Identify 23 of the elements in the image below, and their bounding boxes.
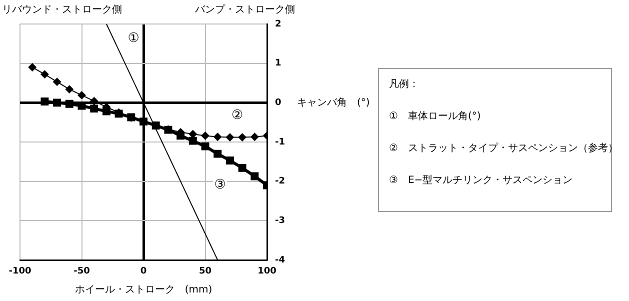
x-tick-label: -50	[74, 266, 90, 277]
y-tick-label: 1	[275, 58, 282, 69]
x-tick-label: 0	[140, 266, 147, 277]
y-tick-label: -2	[275, 176, 285, 187]
text: ③ E−型マルチリンク・サスペンション	[389, 174, 574, 187]
text: ① 車体ロール角(°)	[389, 110, 482, 123]
annotation: ③	[214, 178, 226, 193]
text: ② ストラット・タイプ・サスペンション（参考）	[389, 142, 618, 155]
annotation: ②	[232, 108, 244, 124]
text: バンプ・ストローク側	[194, 4, 295, 16]
y-tick-label: -4	[275, 255, 285, 266]
y-tick-label: 2	[275, 19, 282, 30]
x-tick-label: 100	[258, 266, 276, 277]
x-axis-title: ホイール・ストローク (mm)	[74, 284, 212, 296]
y-tick-label: -3	[275, 216, 285, 226]
x-tick-label: 50	[198, 266, 212, 277]
text: リバウンド・ストローク側	[2, 4, 122, 16]
y-axis-title: キャンバ角 (°)	[297, 96, 370, 108]
text: 凡例：	[389, 78, 420, 91]
y-tick-label: -1	[275, 137, 285, 148]
annotation: ①	[128, 30, 140, 46]
x-tick-label: -100	[8, 266, 32, 277]
y-tick-label: 0	[275, 98, 282, 108]
